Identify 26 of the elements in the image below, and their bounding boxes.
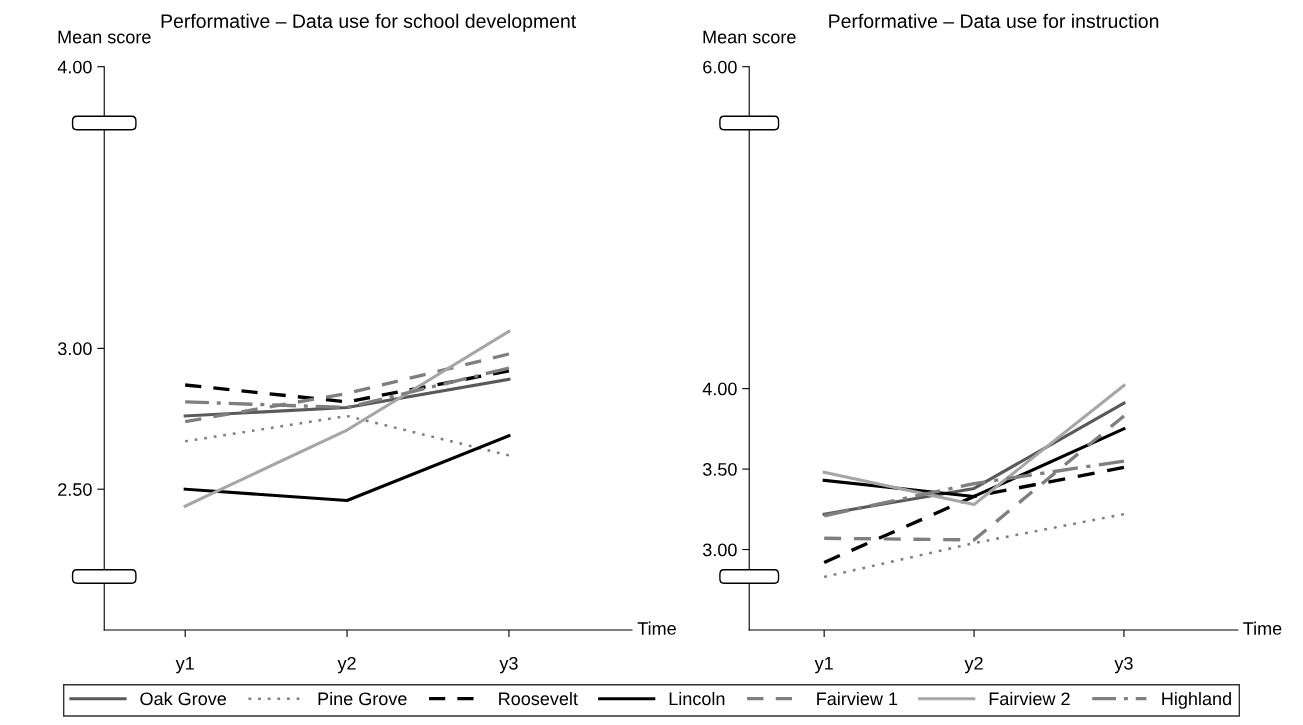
legend-label: Roosevelt: [499, 691, 578, 706]
y-tick-label: 3.00: [57, 342, 92, 356]
y-tick-label: 4.00: [702, 382, 737, 396]
legend-label: Fairview 1: [817, 691, 898, 706]
y-axis-title: Mean score: [58, 30, 151, 44]
x-tick-label: y1: [175, 657, 194, 674]
x-tick-label: y3: [499, 656, 518, 674]
x-tick-label: y2: [337, 656, 356, 674]
legend-label: Highland: [1162, 691, 1231, 709]
x-tick-label: y2: [964, 656, 983, 674]
y-axis-title: Mean score: [703, 30, 796, 44]
y-tick-label: 6.00: [703, 60, 737, 74]
legend-label: Oak Grove: [140, 691, 227, 706]
x-axis-title: Time: [1243, 621, 1282, 635]
legend-label: Lincoln: [669, 691, 725, 706]
x-tick-label: y1: [814, 657, 833, 674]
y-tick-label: 4.00: [57, 60, 92, 74]
y-tick-label: 3.50: [702, 463, 737, 476]
y-tick-label: 3.00: [702, 543, 737, 557]
y-tick-label: 2.50: [58, 483, 92, 496]
legend-label: Fairview 2: [989, 691, 1070, 706]
chart-title: Performative – Data use for school development: [161, 13, 577, 32]
chart-title: Performative – Data use for instruction: [829, 13, 1159, 28]
x-tick-label: y3: [1114, 656, 1133, 674]
x-axis-title: Time: [637, 621, 676, 635]
legend-label: Pine Grove: [318, 691, 407, 706]
